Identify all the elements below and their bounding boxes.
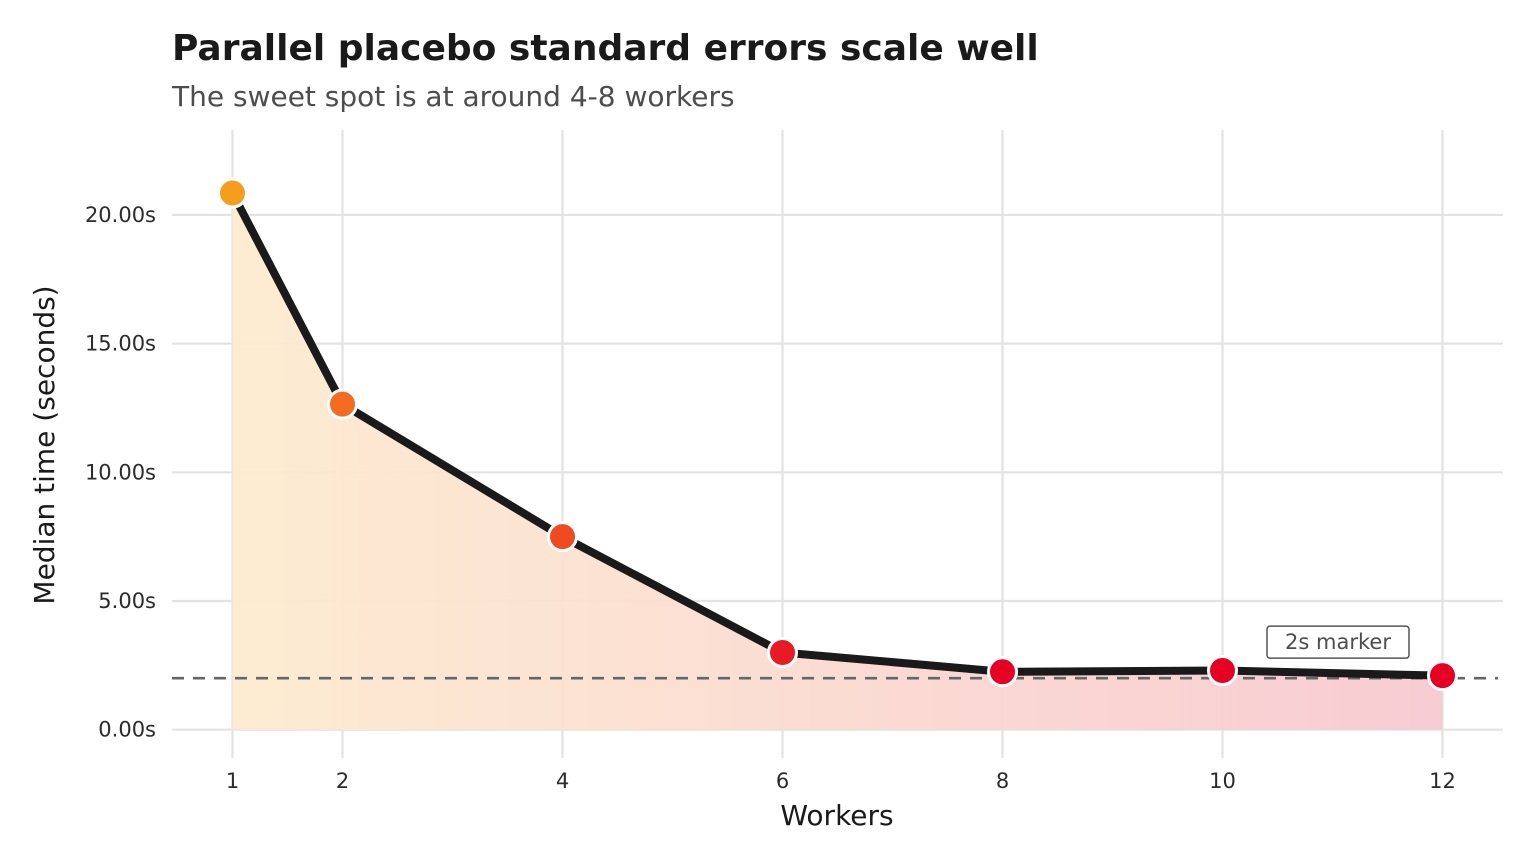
- x-tick-label: 4: [556, 769, 569, 793]
- y-tick-label: 20.00s: [85, 203, 156, 227]
- data-point: [1207, 654, 1238, 686]
- x-tick-labels: 1 2 4 6 8 10 12: [226, 769, 1456, 793]
- x-tick-label: 2: [336, 769, 349, 793]
- data-point: [327, 388, 358, 420]
- x-tick-label: 10: [1209, 769, 1236, 793]
- y-tick-label: 10.00s: [85, 460, 156, 484]
- annotation-group: 2s marker: [1266, 625, 1410, 659]
- x-tick-label: 6: [776, 769, 789, 793]
- x-tick-label: 8: [996, 769, 1009, 793]
- data-point: [1427, 660, 1458, 692]
- y-tick-label: 15.00s: [85, 332, 156, 356]
- data-point: [547, 521, 578, 553]
- area-under-curve: [232, 193, 1443, 730]
- y-tick-label: 0.00s: [98, 718, 156, 742]
- x-tick-label: 12: [1429, 769, 1456, 793]
- data-point: [987, 656, 1018, 688]
- chart-subtitle: The sweet spot is at around 4-8 workers: [171, 80, 735, 113]
- data-point: [217, 177, 248, 209]
- area-fill: [232, 193, 1443, 730]
- data-points: [217, 177, 1458, 692]
- annotation-box: [1266, 625, 1410, 659]
- data-point: [767, 636, 798, 668]
- chart-title: Parallel placebo standard errors scale w…: [172, 28, 1039, 69]
- x-tick-label: 1: [226, 769, 239, 793]
- y-axis-title: Median time (seconds): [28, 285, 61, 604]
- x-axis-title: Workers: [780, 799, 893, 832]
- y-tick-label: 5.00s: [98, 589, 156, 613]
- annotation-label: 2s marker: [1285, 630, 1391, 654]
- y-tick-labels: 0.00s 5.00s 10.00s 15.00s 20.00s: [85, 203, 156, 742]
